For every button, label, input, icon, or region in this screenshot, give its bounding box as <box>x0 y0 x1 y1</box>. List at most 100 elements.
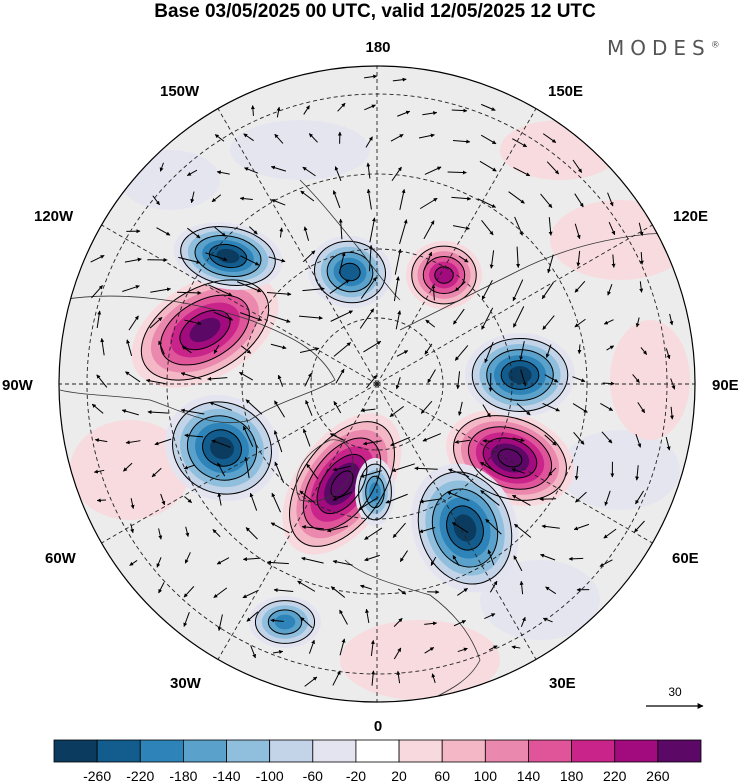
wind-vector <box>279 227 284 238</box>
wind-vector <box>512 279 524 302</box>
wind-vector <box>608 221 616 236</box>
wind-vector <box>419 197 438 210</box>
wind-vector <box>329 279 350 294</box>
lon-label-30e: 30E <box>549 675 576 692</box>
wind-vector <box>606 345 615 351</box>
wind-vector <box>300 190 315 202</box>
wind-vector <box>390 436 411 446</box>
wind-vector <box>217 462 226 477</box>
wind-vector <box>360 408 376 413</box>
colorbar-tick-label: 220 <box>603 768 627 783</box>
wind-vector <box>481 219 494 236</box>
colorbar-tick-label: -20 <box>346 768 366 783</box>
wind-vector <box>601 431 613 444</box>
wind-vector <box>512 494 531 506</box>
wind-vector <box>635 465 640 481</box>
wind-vector <box>187 227 201 239</box>
weak-anomaly <box>500 120 620 180</box>
colorbar-swatch <box>398 739 443 763</box>
wind-vector <box>431 673 436 684</box>
anomaly-center-negative <box>249 596 321 648</box>
colorbar-tick-label: -260 <box>83 768 111 783</box>
anomaly-contour <box>180 226 276 286</box>
graticule <box>59 66 695 702</box>
wind-vector <box>574 318 586 328</box>
colorbar-swatch <box>528 739 573 763</box>
wind-vector <box>185 526 190 537</box>
colorbar-swatch <box>139 739 184 763</box>
wind-vector <box>211 439 231 448</box>
wind-vector <box>456 371 461 390</box>
wind-vector <box>205 252 228 261</box>
wind-vector <box>181 346 192 354</box>
wind-vector <box>270 343 287 350</box>
wind-vector <box>177 290 202 295</box>
wind-vector <box>607 192 614 207</box>
colorbar-swatch <box>182 739 227 763</box>
wind-vector <box>599 559 613 567</box>
wind-vector <box>250 105 255 116</box>
wind-vector <box>458 401 463 416</box>
background-field <box>59 66 695 702</box>
wind-vector <box>397 588 407 595</box>
weak-anomaly <box>120 150 220 210</box>
weak-anomaly <box>480 560 600 640</box>
lon-label-90w: 90W <box>2 377 34 394</box>
wind-vector <box>306 463 319 480</box>
wind-vector <box>266 560 289 565</box>
wind-vector <box>122 285 140 293</box>
anomaly-contour <box>194 234 262 278</box>
colorbar-tick-label: 20 <box>391 768 407 783</box>
lon-label-150e: 150E <box>548 83 583 100</box>
wind-vector <box>100 338 105 356</box>
wind-vector <box>414 466 438 471</box>
wind-vector <box>94 438 108 443</box>
colorbar-swatch <box>657 739 702 763</box>
wind-vector <box>93 469 105 474</box>
modes-logo: MODES® <box>607 36 720 60</box>
wind-vector <box>399 219 408 245</box>
weak-anomaly <box>560 430 680 510</box>
wind-vector <box>572 376 586 383</box>
wind-vector <box>454 281 466 292</box>
wind-vector <box>669 406 674 420</box>
wind-vector <box>362 440 382 446</box>
wind-vector <box>268 256 286 263</box>
colorbar-tick-label: 140 <box>517 768 541 783</box>
lon-label-30w: 30W <box>170 675 202 692</box>
anomaly-contour <box>358 463 392 521</box>
wind-vector <box>332 559 353 566</box>
wind-vector <box>364 104 376 111</box>
wind-vector <box>156 227 171 236</box>
wind-vector <box>184 319 202 326</box>
wind-vector <box>520 369 527 387</box>
anomaly-contour <box>179 309 231 351</box>
wind-vector <box>272 649 284 654</box>
anomaly-level <box>216 248 240 264</box>
wind-vector <box>482 404 491 418</box>
wind-vector <box>424 166 442 175</box>
anomaly-contour <box>482 437 538 479</box>
wind-vector <box>391 463 415 472</box>
wind-vector <box>130 523 135 534</box>
wind-vector <box>519 341 525 361</box>
meridian <box>376 383 543 671</box>
wind-vector <box>669 313 674 326</box>
wind-vector <box>208 284 233 297</box>
wind-vector <box>370 639 375 657</box>
brand-name: MODES <box>607 36 711 60</box>
wind-vector <box>274 133 284 144</box>
wind-vector <box>665 348 671 360</box>
anomaly-level <box>339 263 361 281</box>
wind-vector <box>149 316 163 329</box>
colorbar-tick-label: 60 <box>434 768 450 783</box>
wind-vector <box>329 433 345 441</box>
meridian <box>376 383 664 550</box>
wind-vector <box>333 342 351 357</box>
wind-vector <box>338 251 346 274</box>
wind-vector <box>302 166 316 177</box>
wind-vector <box>212 529 221 538</box>
weak-anomaly <box>230 120 370 180</box>
wind-vector <box>419 498 443 504</box>
